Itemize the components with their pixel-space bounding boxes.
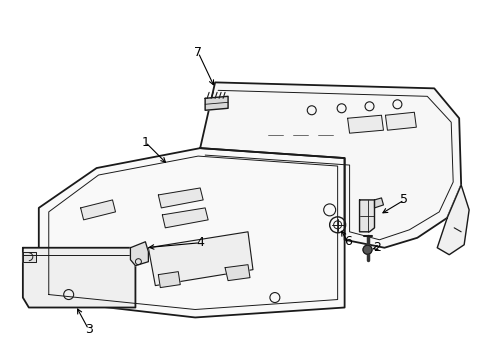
- Polygon shape: [224, 265, 249, 280]
- Text: 1: 1: [141, 136, 149, 149]
- Polygon shape: [374, 198, 383, 208]
- Polygon shape: [158, 272, 180, 288]
- Polygon shape: [162, 208, 208, 228]
- Text: 6: 6: [343, 235, 351, 248]
- Polygon shape: [148, 232, 252, 285]
- Polygon shape: [158, 188, 203, 208]
- Text: 7: 7: [194, 46, 202, 59]
- Polygon shape: [385, 112, 415, 130]
- Polygon shape: [23, 252, 36, 262]
- Polygon shape: [436, 185, 468, 255]
- Text: 4: 4: [196, 236, 203, 249]
- Polygon shape: [200, 82, 460, 248]
- Text: 5: 5: [400, 193, 407, 206]
- Polygon shape: [130, 242, 148, 266]
- Polygon shape: [347, 115, 383, 133]
- Polygon shape: [39, 148, 344, 318]
- Text: 3: 3: [84, 323, 92, 336]
- Polygon shape: [23, 248, 135, 307]
- Polygon shape: [205, 96, 227, 110]
- Polygon shape: [359, 200, 374, 232]
- Circle shape: [362, 245, 371, 254]
- Text: 2: 2: [373, 241, 381, 254]
- Polygon shape: [81, 200, 115, 220]
